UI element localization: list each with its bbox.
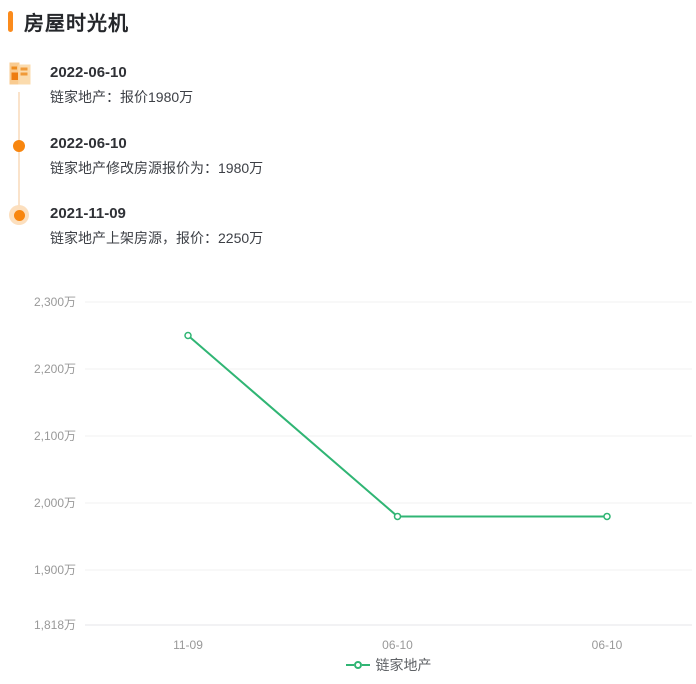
timeline-item: 2022-06-10 链家地产：报价1980万 [50,64,650,106]
legend-label: 链家地产 [375,657,432,673]
page-title: 房屋时光机 [24,12,129,35]
dot-icon [13,140,25,152]
document-list-icon [8,62,32,89]
x-axis-label: 11-09 [173,638,203,652]
timeline-item-desc: 链家地产：报价1980万 [50,89,194,105]
timeline-item-desc: 链家地产上架房源，报价：2250万 [50,230,264,246]
y-axis-tick-label: 2,200万 [34,362,76,376]
listing-event-timeline: 2022-06-10 链家地产：报价1980万 2022-06-10 链家地产修… [0,0,696,260]
chart-canvas[interactable]: 2,300万 2,200万 2,100万 2,000万 1,900万 1,818万 11-0… [0,280,696,684]
timeline-item-date: 2021-11-09 [50,205,126,222]
data-point-marker[interactable] [393,512,402,521]
data-point-marker[interactable] [603,512,611,521]
timeline-item: 2021-11-09 链家地产上架房源，报价：2250万 [50,205,650,247]
x-axis-label: 06-10 [382,638,413,652]
timeline-item-desc: 链家地产修改房源报价为：1980万 [50,160,264,176]
timeline-item-date: 2022-06-10 [50,64,127,81]
title-accent-bar-icon [8,10,13,32]
chart-legend: 链家地产 [85,655,692,675]
price-history-chart: 2,300万 2,200万 2,100万 2,000万 1,900万 1,818万 11-0… [0,280,696,684]
x-axis-label: 06-10 [592,638,623,652]
y-axis-tick-label: 2,000万 [34,496,76,510]
y-axis-tick-label: 1,900万 [34,563,76,577]
ringed-dot-icon [9,205,29,225]
section-header: 房屋时光机 [8,8,129,35]
legend-item-lianjia[interactable]: 链家地产 [345,655,432,675]
timeline-item-date: 2022-06-10 [50,135,127,152]
series-line [187,334,607,518]
timeline-item: 2022-06-10 链家地产修改房源报价为：1980万 [50,135,650,177]
y-axis-tick-label: 2,100万 [34,429,76,443]
legend-line-marker-icon [345,661,370,669]
data-point-marker[interactable] [184,331,192,340]
y-axis-tick-label: 2,300万 [34,295,76,309]
y-axis-tick-label: 1,818万 [34,618,76,632]
